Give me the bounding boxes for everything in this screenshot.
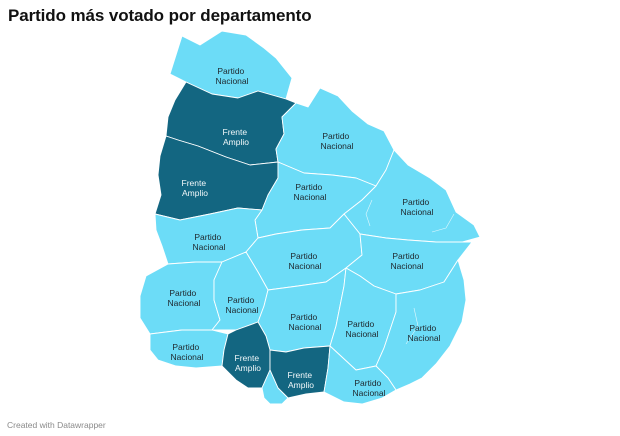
label-treinta-y-tres: Partido Nacional: [390, 251, 423, 271]
label-flores: Partido Nacional: [225, 295, 258, 315]
label-maldonado: Partido Nacional: [352, 378, 385, 398]
department-rocha[interactable]: [375, 259, 467, 391]
label-paysandu: Frente Amplio: [182, 178, 209, 198]
map-title: Partido más votado por departamento: [8, 6, 312, 25]
label-rocha: Partido Nacional: [407, 323, 440, 343]
department-montevideo[interactable]: [261, 369, 289, 405]
label-durazno: Partido Nacional: [288, 251, 321, 271]
label-san-jose: Frente Amplio: [235, 353, 262, 373]
department-maldonado[interactable]: [323, 345, 397, 405]
label-tacuarembo: Partido Nacional: [293, 182, 326, 202]
label-soriano: Partido Nacional: [167, 288, 200, 308]
label-canelones: Frente Amplio: [288, 370, 315, 390]
label-colonia: Partido Nacional: [170, 342, 203, 362]
label-rio-negro: Partido Nacional: [192, 232, 225, 252]
label-rivera: Partido Nacional: [320, 131, 353, 151]
label-artigas: Partido Nacional: [215, 66, 248, 86]
label-cerro-largo: Partido Nacional: [400, 197, 433, 217]
label-florida: Partido Nacional: [288, 312, 321, 332]
label-lavalleja: Partido Nacional: [345, 319, 378, 339]
label-salto: Frente Amplio: [223, 127, 250, 147]
credit-footer: Created with Datawrapper: [7, 420, 106, 430]
